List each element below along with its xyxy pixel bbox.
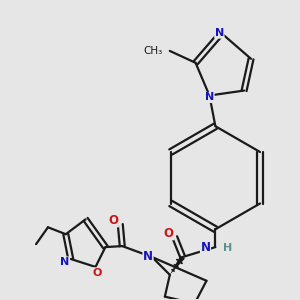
Text: O: O xyxy=(93,268,102,278)
Polygon shape xyxy=(170,255,185,275)
Text: O: O xyxy=(108,214,118,227)
Text: N: N xyxy=(60,257,69,267)
Text: CH₃: CH₃ xyxy=(144,46,163,56)
Text: H: H xyxy=(223,243,232,253)
Text: N: N xyxy=(200,241,211,254)
Text: N: N xyxy=(205,92,214,103)
Text: N: N xyxy=(143,250,153,263)
Text: N: N xyxy=(215,28,224,38)
Text: O: O xyxy=(164,227,174,240)
